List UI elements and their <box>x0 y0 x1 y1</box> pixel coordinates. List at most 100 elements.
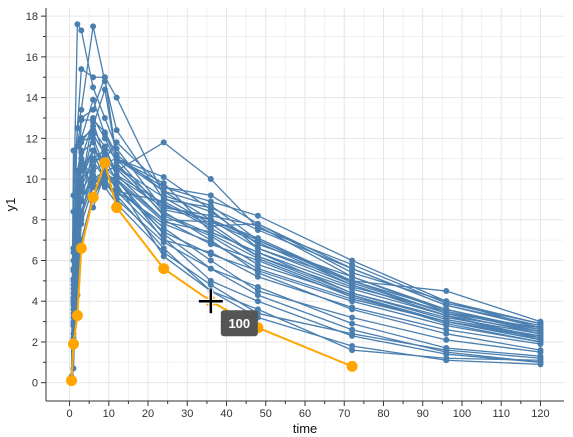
highlight-point <box>99 157 111 169</box>
data-point <box>537 340 544 347</box>
data-point <box>349 292 356 299</box>
axes: 0 10 20 30 40 50 60 70 80 90 100 110 120 0 2 4 6 8 10 12 14 1… <box>26 8 564 420</box>
data-point <box>254 288 261 295</box>
data-point <box>160 249 167 256</box>
data-point <box>207 206 214 213</box>
data-point <box>90 147 97 154</box>
x-tick-label: 50 <box>260 408 272 420</box>
highlight-point <box>67 338 79 350</box>
data-point <box>90 127 97 134</box>
data-point <box>207 222 214 229</box>
data-point <box>113 176 120 183</box>
data-point <box>90 163 97 170</box>
data-point <box>349 265 356 272</box>
data-point <box>349 330 356 337</box>
data-point <box>443 326 450 333</box>
y-tick-label: 8 <box>32 215 38 227</box>
data-point <box>74 143 81 150</box>
series-line[interactable] <box>70 88 541 381</box>
data-point <box>113 127 120 134</box>
data-point <box>113 139 120 146</box>
data-point <box>443 312 450 319</box>
data-point <box>443 320 450 327</box>
data-point <box>78 196 85 203</box>
data-point <box>207 216 214 223</box>
highlight-point <box>346 360 358 372</box>
x-tick-label: 30 <box>181 408 193 420</box>
x-tick-label: 120 <box>531 408 549 420</box>
highlight-point <box>158 263 170 275</box>
y-tick-label: 12 <box>26 133 38 145</box>
x-tick-label: 110 <box>492 408 510 420</box>
data-point <box>254 265 261 272</box>
data-point <box>113 165 120 172</box>
data-point <box>90 96 97 103</box>
data-point <box>254 237 261 244</box>
data-point <box>207 198 214 205</box>
y-tick-label: 4 <box>32 296 38 308</box>
data-point <box>537 349 544 356</box>
data-point <box>443 336 450 343</box>
data-point <box>74 125 81 132</box>
data-point <box>537 355 544 362</box>
y-tick-label: 16 <box>26 52 38 64</box>
data-point <box>349 304 356 311</box>
data-point <box>207 281 214 288</box>
data-point <box>113 151 120 158</box>
data-point <box>443 302 450 309</box>
data-point <box>160 231 167 238</box>
highlight-point <box>71 309 83 321</box>
highlight-point <box>75 242 87 254</box>
data-point <box>160 188 167 195</box>
highlight-point <box>87 191 99 203</box>
data-point <box>90 139 97 146</box>
data-point <box>101 184 108 191</box>
highlighted-series[interactable] <box>66 157 358 387</box>
grid <box>46 8 564 401</box>
data-point <box>207 249 214 256</box>
data-point <box>349 314 356 321</box>
y-tick-label: 6 <box>32 255 38 267</box>
data-point <box>70 147 77 154</box>
data-point <box>254 245 261 252</box>
x-tick-label: 0 <box>66 408 72 420</box>
data-point <box>101 176 108 183</box>
y-tick-label: 14 <box>26 93 38 105</box>
data-point <box>101 114 108 121</box>
data-point <box>207 239 214 246</box>
data-point <box>537 361 544 368</box>
tooltip-box <box>220 310 258 337</box>
data-point <box>90 84 97 91</box>
data-point <box>78 27 85 34</box>
data-point <box>101 135 108 142</box>
x-tick-label: 20 <box>142 408 154 420</box>
x-tick-label: 40 <box>220 408 232 420</box>
data-point <box>113 94 120 101</box>
x-tick-label: 90 <box>417 408 429 420</box>
data-point <box>160 202 167 209</box>
data-point <box>207 176 214 183</box>
data-point <box>160 174 167 181</box>
data-point <box>537 328 544 335</box>
data-point <box>160 237 167 244</box>
data-point <box>74 21 81 28</box>
data-point <box>101 143 108 150</box>
data-point <box>90 23 97 30</box>
data-point <box>254 220 261 227</box>
tooltip-text: 100 <box>228 316 250 331</box>
data-point <box>254 212 261 219</box>
data-point <box>74 167 81 174</box>
data-point <box>90 106 97 113</box>
data-point <box>160 139 167 146</box>
data-point <box>74 208 81 215</box>
data-point <box>90 157 97 164</box>
highlight-point <box>66 375 78 387</box>
series-layer[interactable] <box>68 21 544 384</box>
x-tick-label: 70 <box>338 408 350 420</box>
y-tick-label: 18 <box>26 11 38 23</box>
data-point <box>78 66 85 73</box>
x-tick-label: 80 <box>377 408 389 420</box>
data-point <box>254 298 261 305</box>
data-point <box>443 288 450 295</box>
